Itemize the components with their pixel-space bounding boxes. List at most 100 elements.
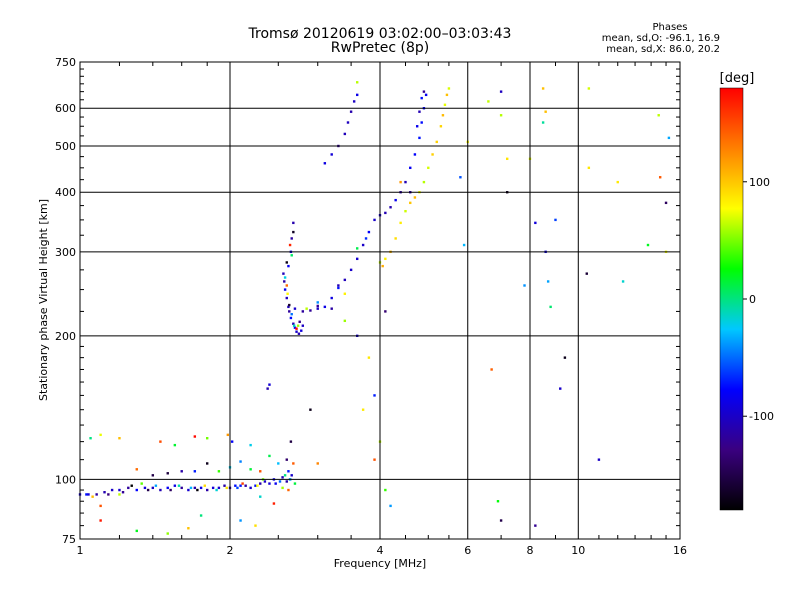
data-point-o [422,90,426,93]
data-point-o [499,90,503,93]
phase-stats-heading: Phases [652,22,688,33]
data-point-o [103,491,106,494]
data-point-scattered [241,482,244,485]
data-point-x [404,209,407,213]
data-point-o [301,310,305,313]
data-point-x [409,201,412,205]
data-point-scattered [295,327,298,330]
grid-lines [80,62,680,539]
data-point-scattered [563,356,567,359]
data-point-x [431,153,434,156]
data-point-scattered [296,324,300,327]
chart-title: Tromsø 20120619 03:02:00–03:03:43 [248,26,512,42]
data-point-o [293,326,297,329]
data-point-x [413,196,417,199]
data-point-scattered [89,437,92,440]
data-point-o [281,476,284,479]
data-point-scattered [316,301,319,304]
data-point-scattered [399,180,402,184]
data-point-scattered [189,486,193,490]
data-point-o [199,486,203,490]
data-point-scattered [290,312,293,316]
data-point-scattered [288,303,291,307]
data-point-scattered [173,443,177,447]
phase-stats-o: mean, sd,O: -96.1, 16.9 [601,33,720,44]
data-point-o [343,278,347,282]
data-point-scattered [316,462,319,465]
data-point-o [337,286,340,290]
data-point-o [283,280,286,283]
data-point-scattered [203,484,206,487]
data-point-x [544,110,547,113]
data-point-scattered [541,121,545,124]
data-point-o [205,488,209,492]
data-point-scattered [658,176,662,179]
y-tick-label: 750 [55,56,76,69]
data-point-o [394,198,397,202]
data-point-o [290,474,293,477]
data-point-scattered [277,462,280,465]
data-point-scattered [389,504,392,508]
data-point-o [211,486,215,490]
colorbar-tick-label: -100 [749,410,774,423]
data-point-o [330,153,333,156]
data-point-x [505,157,509,161]
data-point-scattered [316,304,319,308]
data-point-scattered [534,524,537,527]
data-point-o [346,121,350,124]
y-tick-label: 100 [55,473,76,486]
colorbar-ticks: 100 0 -100 [743,176,774,423]
data-point-scattered [554,218,557,222]
data-point-scattered [239,460,242,463]
data-point-scattered [249,443,252,447]
data-point-scattered [274,482,277,485]
data-point-scattered [292,462,295,465]
data-point-scattered [587,166,591,170]
data-point-x [381,264,384,268]
data-point-scattered [118,437,121,440]
data-point-o [223,484,226,487]
data-point-x [439,125,443,128]
data-point-o [159,488,162,492]
data-point-o [292,322,295,325]
data-point-scattered [343,319,347,323]
data-point-scattered [259,495,262,498]
data-point-o [418,110,421,113]
data-point-x [541,87,545,90]
data-point-scattered [646,243,650,247]
data-point-o [283,288,287,291]
data-point-scattered [288,243,292,247]
data-point-scattered [496,500,500,503]
y-tick-label: 500 [55,140,76,153]
data-point-scattered [373,394,376,397]
data-point-o [418,136,421,140]
data-point-scattered [305,307,308,310]
phase-stats-x: mean, sd,X: 86.0, 20.2 [606,44,720,55]
data-point-o [110,488,114,492]
data-point-o [287,305,290,309]
data-point-o [87,493,90,496]
data-point-o [180,486,183,490]
data-point-o [301,324,305,327]
data-point-scattered [549,305,552,309]
x-tick-label: 4 [377,544,384,557]
data-point-scattered [459,176,462,179]
plot-frame [79,61,681,540]
data-point-o [323,305,327,309]
data-point-scattered [130,484,133,487]
data-point-scattered [193,470,197,473]
data-point-o [290,237,293,240]
data-point-scattered [293,482,297,485]
x-tick-label: 16 [673,544,687,557]
x-axis-label: Frequency [MHz] [334,557,426,570]
data-point-scattered [135,529,138,533]
data-point-scattered [286,292,289,295]
data-point-o [285,296,288,300]
data-point-scattered [199,514,203,517]
data-point-o [355,257,359,261]
data-point-scattered [283,474,287,477]
data-point-scattered [373,458,376,461]
data-point-scattered [523,284,526,287]
data-point-scattered [585,272,588,275]
colorbar-tick-label: 0 [749,293,756,306]
